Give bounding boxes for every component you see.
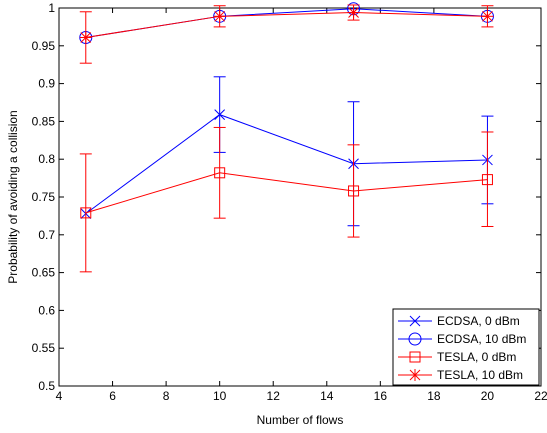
y-tick-label: 0.6	[38, 303, 55, 317]
legend-marker	[408, 332, 422, 346]
legend: ECDSA, 0 dBm ECDSA, 10 dBm TESLA, 0 dBm TES…	[392, 308, 540, 386]
error-bar	[481, 131, 494, 227]
x-tick-label: 14	[320, 389, 334, 403]
series-line	[85, 12, 488, 38]
legend-label: ECDSA, 10 dBm	[437, 332, 526, 346]
data-point	[481, 10, 494, 23]
x-axis-label: Number of flows	[257, 413, 344, 427]
series-line	[85, 114, 488, 215]
legend-item: TESLA, 10 dBm	[398, 368, 523, 382]
data-point	[347, 6, 360, 19]
data-point	[213, 10, 226, 23]
legend-item: ECDSA, 0 dBm	[398, 314, 520, 328]
x-tick-label: 10	[213, 389, 227, 403]
series-3	[79, 4, 494, 64]
y-tick-label: 0.65	[32, 266, 56, 280]
axis-ticks: 4 6 8 10 12 14 16 18 20 22 0.5 0.55 0.6 0.65 0.7 0.75 0.…	[32, 1, 547, 403]
x-tick-label: 16	[374, 389, 388, 403]
legend-label: TESLA, 0 dBm	[437, 350, 516, 364]
x-tick-label: 12	[267, 389, 281, 403]
y-tick-label: 1	[48, 1, 55, 15]
legend-marker	[409, 315, 421, 327]
legend-item: ECDSA, 10 dBm	[398, 332, 526, 346]
x-tick-label: 4	[56, 389, 63, 403]
legend-label: TESLA, 10 dBm	[437, 368, 523, 382]
data-point	[80, 207, 92, 219]
x-tick-label: 6	[109, 389, 116, 403]
y-axis-label: Probability of avoiding a collision	[6, 110, 20, 283]
legend-marker	[409, 351, 421, 363]
x-tick-label: 8	[163, 389, 170, 403]
data-point	[214, 109, 226, 120]
series-2	[79, 126, 494, 273]
data-point	[481, 174, 493, 186]
y-tick-label: 0.55	[32, 341, 56, 355]
legend-item: TESLA, 0 dBm	[398, 350, 516, 364]
data-point	[348, 185, 360, 197]
y-tick-label: 0.95	[32, 39, 56, 53]
y-tick-label: 0.7	[38, 228, 55, 242]
legend-marker	[409, 369, 421, 381]
x-tick-label: 20	[481, 389, 495, 403]
x-tick-label: 22	[534, 389, 547, 403]
y-tick-label: 0.8	[38, 152, 55, 166]
y-tick-label: 0.75	[32, 190, 56, 204]
series-line	[85, 172, 488, 214]
legend-label: ECDSA, 0 dBm	[437, 314, 520, 328]
x-tick-label: 18	[427, 389, 441, 403]
y-tick-label: 0.5	[38, 379, 55, 393]
y-tick-label: 0.9	[38, 77, 55, 91]
data-point	[79, 31, 92, 44]
y-tick-label: 0.85	[32, 114, 56, 128]
data-point	[214, 167, 226, 179]
series-layer	[79, 2, 494, 273]
